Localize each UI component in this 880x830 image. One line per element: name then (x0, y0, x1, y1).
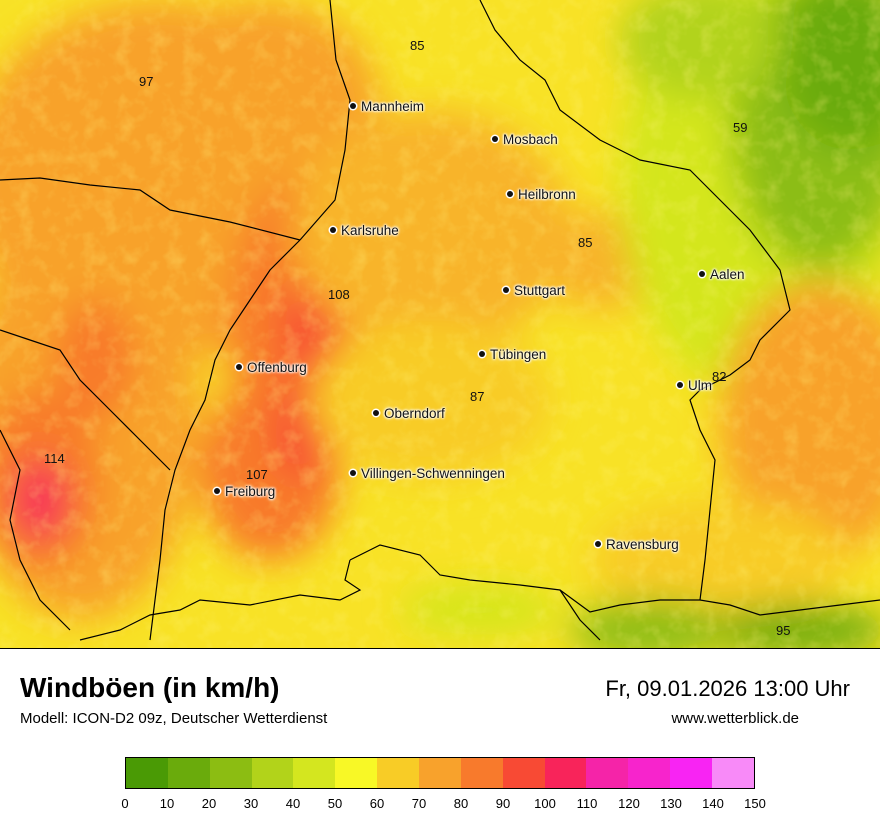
legend-tick-label: 110 (576, 796, 598, 811)
gust-value-label: 95 (776, 623, 791, 638)
legend-tick-label: 140 (702, 796, 724, 811)
city-dot-icon (595, 541, 601, 548)
city-dot-icon (214, 488, 220, 495)
legend-tick-label: 10 (159, 796, 175, 811)
wind-gust-map: Mannheim Mosbach Heilbronn Karlsruhe Stu… (0, 0, 880, 649)
city-label-villingen-schwenningen: Villingen-Schwenningen (350, 466, 505, 482)
city-label-stuttgart: Stuttgart (503, 283, 565, 299)
legend-swatch (126, 758, 168, 788)
legend-swatch (544, 758, 587, 788)
legend-tick-label: 20 (201, 796, 217, 811)
gust-value-label: 107 (246, 467, 268, 482)
legend-tick-label: 90 (495, 796, 511, 811)
city-dot-icon (677, 382, 683, 389)
legend-swatch (251, 758, 294, 788)
legend-tick-label: 130 (660, 796, 682, 811)
model-source: Modell: ICON-D2 09z, Deutscher Wetterdie… (20, 710, 328, 727)
gust-value-label: 97 (139, 74, 154, 89)
legend-swatch (628, 758, 671, 788)
gust-value-label: 114 (44, 451, 65, 466)
legend-swatch (502, 758, 545, 788)
legend-tick-label: 50 (327, 796, 343, 811)
legend-swatch (209, 758, 252, 788)
legend-tick-label: 80 (453, 796, 469, 811)
city-label-heilbronn: Heilbronn (507, 187, 576, 203)
city-label-aalen: Aalen (699, 267, 745, 283)
city-label-ravensburg: Ravensburg (595, 537, 679, 553)
city-label-mosbach: Mosbach (492, 132, 558, 148)
legend-tick-label: 0 (121, 796, 129, 811)
city-dot-icon (350, 470, 356, 477)
legend-tick-label: 60 (369, 796, 385, 811)
city-dot-icon (503, 287, 509, 294)
city-label-offenburg: Offenburg (236, 360, 307, 376)
legend-swatch (670, 758, 713, 788)
legend-swatch (293, 758, 336, 788)
city-dot-icon (492, 136, 498, 143)
city-dot-icon (236, 364, 242, 371)
gust-value-label: 85 (410, 38, 425, 53)
legend-tick-label: 120 (618, 796, 640, 811)
gust-value-label: 87 (470, 389, 485, 404)
city-label-freiburg: Freiburg (214, 484, 275, 500)
legend-swatch (377, 758, 420, 788)
website-credit: www.wetterblick.de (671, 710, 799, 727)
city-dot-icon (699, 271, 705, 278)
wind-field (0, 0, 880, 648)
city-label-oberndorf: Oberndorf (373, 406, 445, 422)
map-title: Windböen (in km/h) (20, 672, 280, 703)
legend-tick-label: 100 (534, 796, 556, 811)
city-label-tuebingen: Tübingen (479, 347, 546, 363)
legend-tick-label: 150 (744, 796, 766, 811)
legend-tick-label: 70 (411, 796, 427, 811)
city-dot-icon (350, 103, 356, 110)
city-label-karlsruhe: Karlsruhe (330, 223, 399, 239)
legend-tick-labels: 0 10 20 30 40 50 60 70 80 90 100 110 120 130 140 150 (121, 796, 765, 812)
legend-swatch (167, 758, 210, 788)
city-dot-icon (479, 351, 485, 358)
city-dot-icon (330, 227, 336, 234)
city-dot-icon (507, 191, 513, 198)
legend-tick-label: 30 (243, 796, 259, 811)
forecast-datetime: Fr, 09.01.2026 13:00 Uhr (605, 676, 850, 701)
legend-swatch (460, 758, 503, 788)
gust-value-label: 85 (578, 235, 593, 250)
legend-swatch (419, 758, 461, 788)
legend-tick-label: 40 (285, 796, 301, 811)
city-label-ulm: Ulm (677, 378, 712, 394)
gust-value-label: 59 (733, 120, 748, 135)
color-scale-legend (125, 757, 755, 789)
city-label-mannheim: Mannheim (350, 99, 424, 115)
gust-value-label: 108 (328, 287, 350, 302)
legend-swatch (712, 758, 754, 788)
gust-value-label: 82 (712, 369, 727, 384)
legend-swatch (586, 758, 629, 788)
city-dot-icon (373, 410, 379, 417)
legend-swatch (335, 758, 378, 788)
